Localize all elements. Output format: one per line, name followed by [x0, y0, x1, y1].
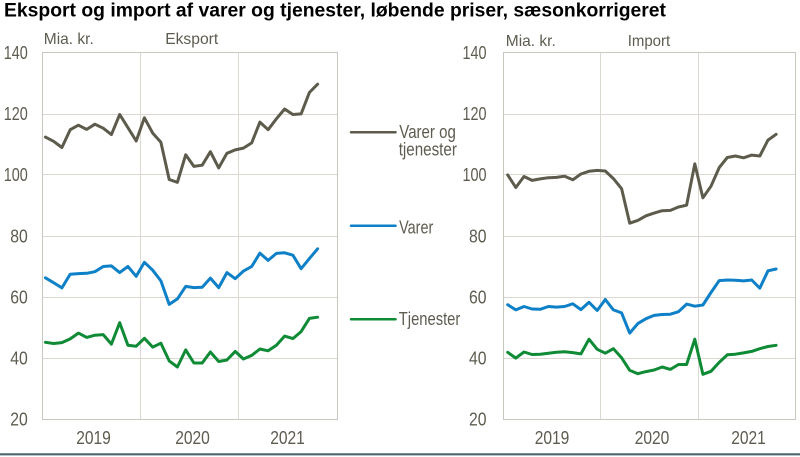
svg-text:Mia. kr.: Mia. kr. [506, 33, 556, 50]
svg-text:20: 20 [10, 409, 28, 430]
svg-text:2021: 2021 [731, 427, 766, 448]
svg-text:60: 60 [469, 286, 487, 307]
svg-text:2021: 2021 [270, 427, 305, 448]
svg-text:80: 80 [469, 225, 487, 246]
svg-text:Eksport og import af varer og: Eksport og import af varer og tjenester,… [4, 1, 667, 22]
svg-text:100: 100 [463, 164, 487, 185]
svg-text:40: 40 [469, 347, 487, 368]
svg-text:120: 120 [463, 103, 487, 124]
svg-text:140: 140 [463, 42, 487, 63]
svg-text:40: 40 [10, 347, 28, 368]
svg-text:2019: 2019 [76, 427, 111, 448]
svg-text:tjenester: tjenester [399, 139, 457, 160]
svg-text:2019: 2019 [535, 427, 570, 448]
svg-text:140: 140 [4, 42, 28, 63]
svg-text:Eksport: Eksport [165, 31, 219, 48]
svg-text:120: 120 [4, 103, 28, 124]
svg-text:2020: 2020 [175, 427, 210, 448]
svg-text:2020: 2020 [635, 427, 670, 448]
svg-text:Import: Import [628, 33, 671, 50]
svg-text:Tjenester: Tjenester [399, 308, 461, 329]
svg-text:80: 80 [10, 225, 28, 246]
svg-text:Mia. kr.: Mia. kr. [44, 31, 94, 48]
svg-text:Varer: Varer [399, 216, 433, 237]
svg-text:Varer og: Varer og [399, 121, 456, 142]
svg-text:60: 60 [10, 286, 28, 307]
svg-text:20: 20 [469, 409, 487, 430]
svg-text:100: 100 [4, 164, 28, 185]
